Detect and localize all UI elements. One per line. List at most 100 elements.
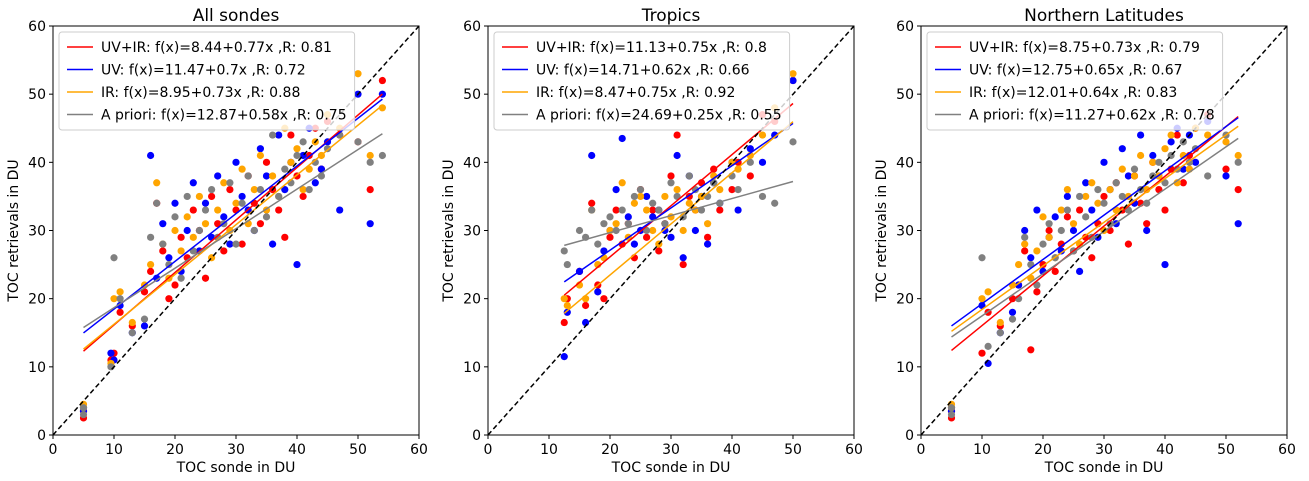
point — [238, 240, 246, 248]
x-axis-label: TOC sonde in DU — [611, 460, 731, 476]
point — [1082, 192, 1090, 201]
point — [560, 318, 568, 327]
point — [165, 254, 173, 262]
point — [1076, 267, 1084, 275]
y-tick-label: 60 — [28, 19, 46, 35]
point — [366, 220, 374, 228]
point — [655, 247, 663, 255]
point — [201, 199, 210, 207]
y-tick-label: 0 — [37, 428, 46, 444]
point — [649, 226, 657, 235]
point — [1015, 260, 1023, 269]
y-tick-label: 0 — [905, 428, 914, 444]
point — [226, 186, 234, 194]
x-tick-label: 40 — [288, 442, 306, 458]
point — [667, 179, 675, 187]
legend-label: UV+IR: f(x)=11.13+0.75x ,R: 0.8 — [536, 40, 767, 56]
point — [1051, 213, 1059, 221]
y-tick-label: 50 — [28, 87, 46, 103]
point — [1027, 346, 1035, 354]
point — [177, 233, 185, 241]
point — [673, 131, 681, 139]
point — [563, 260, 571, 269]
point — [1057, 206, 1065, 214]
fit-line — [83, 104, 383, 350]
point — [746, 158, 754, 166]
point — [630, 240, 639, 248]
point — [256, 220, 264, 228]
point — [281, 165, 289, 173]
point — [1021, 247, 1029, 255]
y-tick-label: 40 — [896, 155, 914, 171]
point — [588, 199, 596, 207]
point — [1161, 179, 1169, 187]
x-tick-label: 0 — [49, 442, 58, 458]
point — [575, 226, 584, 235]
point — [1100, 192, 1108, 201]
point — [1076, 192, 1084, 201]
point — [1100, 158, 1108, 166]
point — [1179, 151, 1187, 160]
point — [1118, 165, 1126, 173]
fit-line — [83, 133, 383, 329]
legend-box — [493, 31, 791, 131]
y-tick-label: 20 — [28, 292, 46, 308]
fit-line — [563, 122, 794, 283]
point — [293, 145, 301, 153]
point — [661, 192, 669, 201]
point — [673, 186, 681, 194]
point — [704, 220, 712, 228]
point — [299, 192, 307, 201]
point — [244, 172, 252, 180]
point — [704, 233, 712, 241]
point — [789, 76, 797, 85]
point — [1222, 165, 1230, 173]
point — [214, 220, 222, 228]
point — [293, 260, 301, 269]
panel-title: All sondes — [193, 6, 280, 26]
legend: UV+IR: f(x)=8.75+0.73x ,R: 0.79 UV: f(x)=… — [926, 31, 1224, 131]
point — [220, 179, 228, 187]
point — [171, 226, 179, 235]
point — [208, 186, 216, 194]
identity-line — [53, 26, 419, 435]
fit-line — [83, 98, 383, 334]
y-tick-label: 10 — [896, 360, 914, 376]
point — [1051, 267, 1059, 275]
x-tick-label: 20 — [1034, 442, 1052, 458]
point — [116, 295, 124, 303]
legend-label: UV: f(x)=14.71+0.62x ,R: 0.66 — [536, 63, 750, 79]
point — [1008, 308, 1017, 316]
legend-label: IR: f(x)=8.47+0.75x ,R: 0.92 — [536, 85, 735, 101]
y-tick-label: 0 — [472, 428, 481, 444]
point — [1033, 288, 1041, 296]
point — [262, 213, 271, 221]
x-axis-label: TOC sonde in DU — [1044, 460, 1164, 476]
point — [1069, 220, 1078, 228]
point — [1100, 199, 1108, 207]
point — [667, 233, 675, 241]
x-tick-label: 10 — [540, 442, 558, 458]
point — [624, 220, 632, 228]
point — [107, 349, 115, 357]
point — [269, 131, 277, 139]
x-tick-label: 50 — [784, 442, 802, 458]
point — [679, 226, 687, 235]
point — [612, 206, 620, 214]
point — [1161, 260, 1169, 269]
point — [232, 240, 240, 248]
point — [1124, 240, 1132, 248]
identity-line — [488, 26, 854, 435]
point — [79, 404, 88, 412]
point — [1088, 206, 1096, 214]
y-tick-label: 10 — [28, 360, 46, 376]
fit-line — [951, 116, 1239, 352]
point — [1063, 192, 1071, 201]
point — [1063, 213, 1071, 221]
point — [588, 151, 596, 160]
point — [679, 254, 687, 262]
point — [128, 329, 136, 337]
point — [1015, 281, 1023, 289]
point — [1069, 226, 1078, 235]
x-tick-label: 30 — [662, 442, 680, 458]
